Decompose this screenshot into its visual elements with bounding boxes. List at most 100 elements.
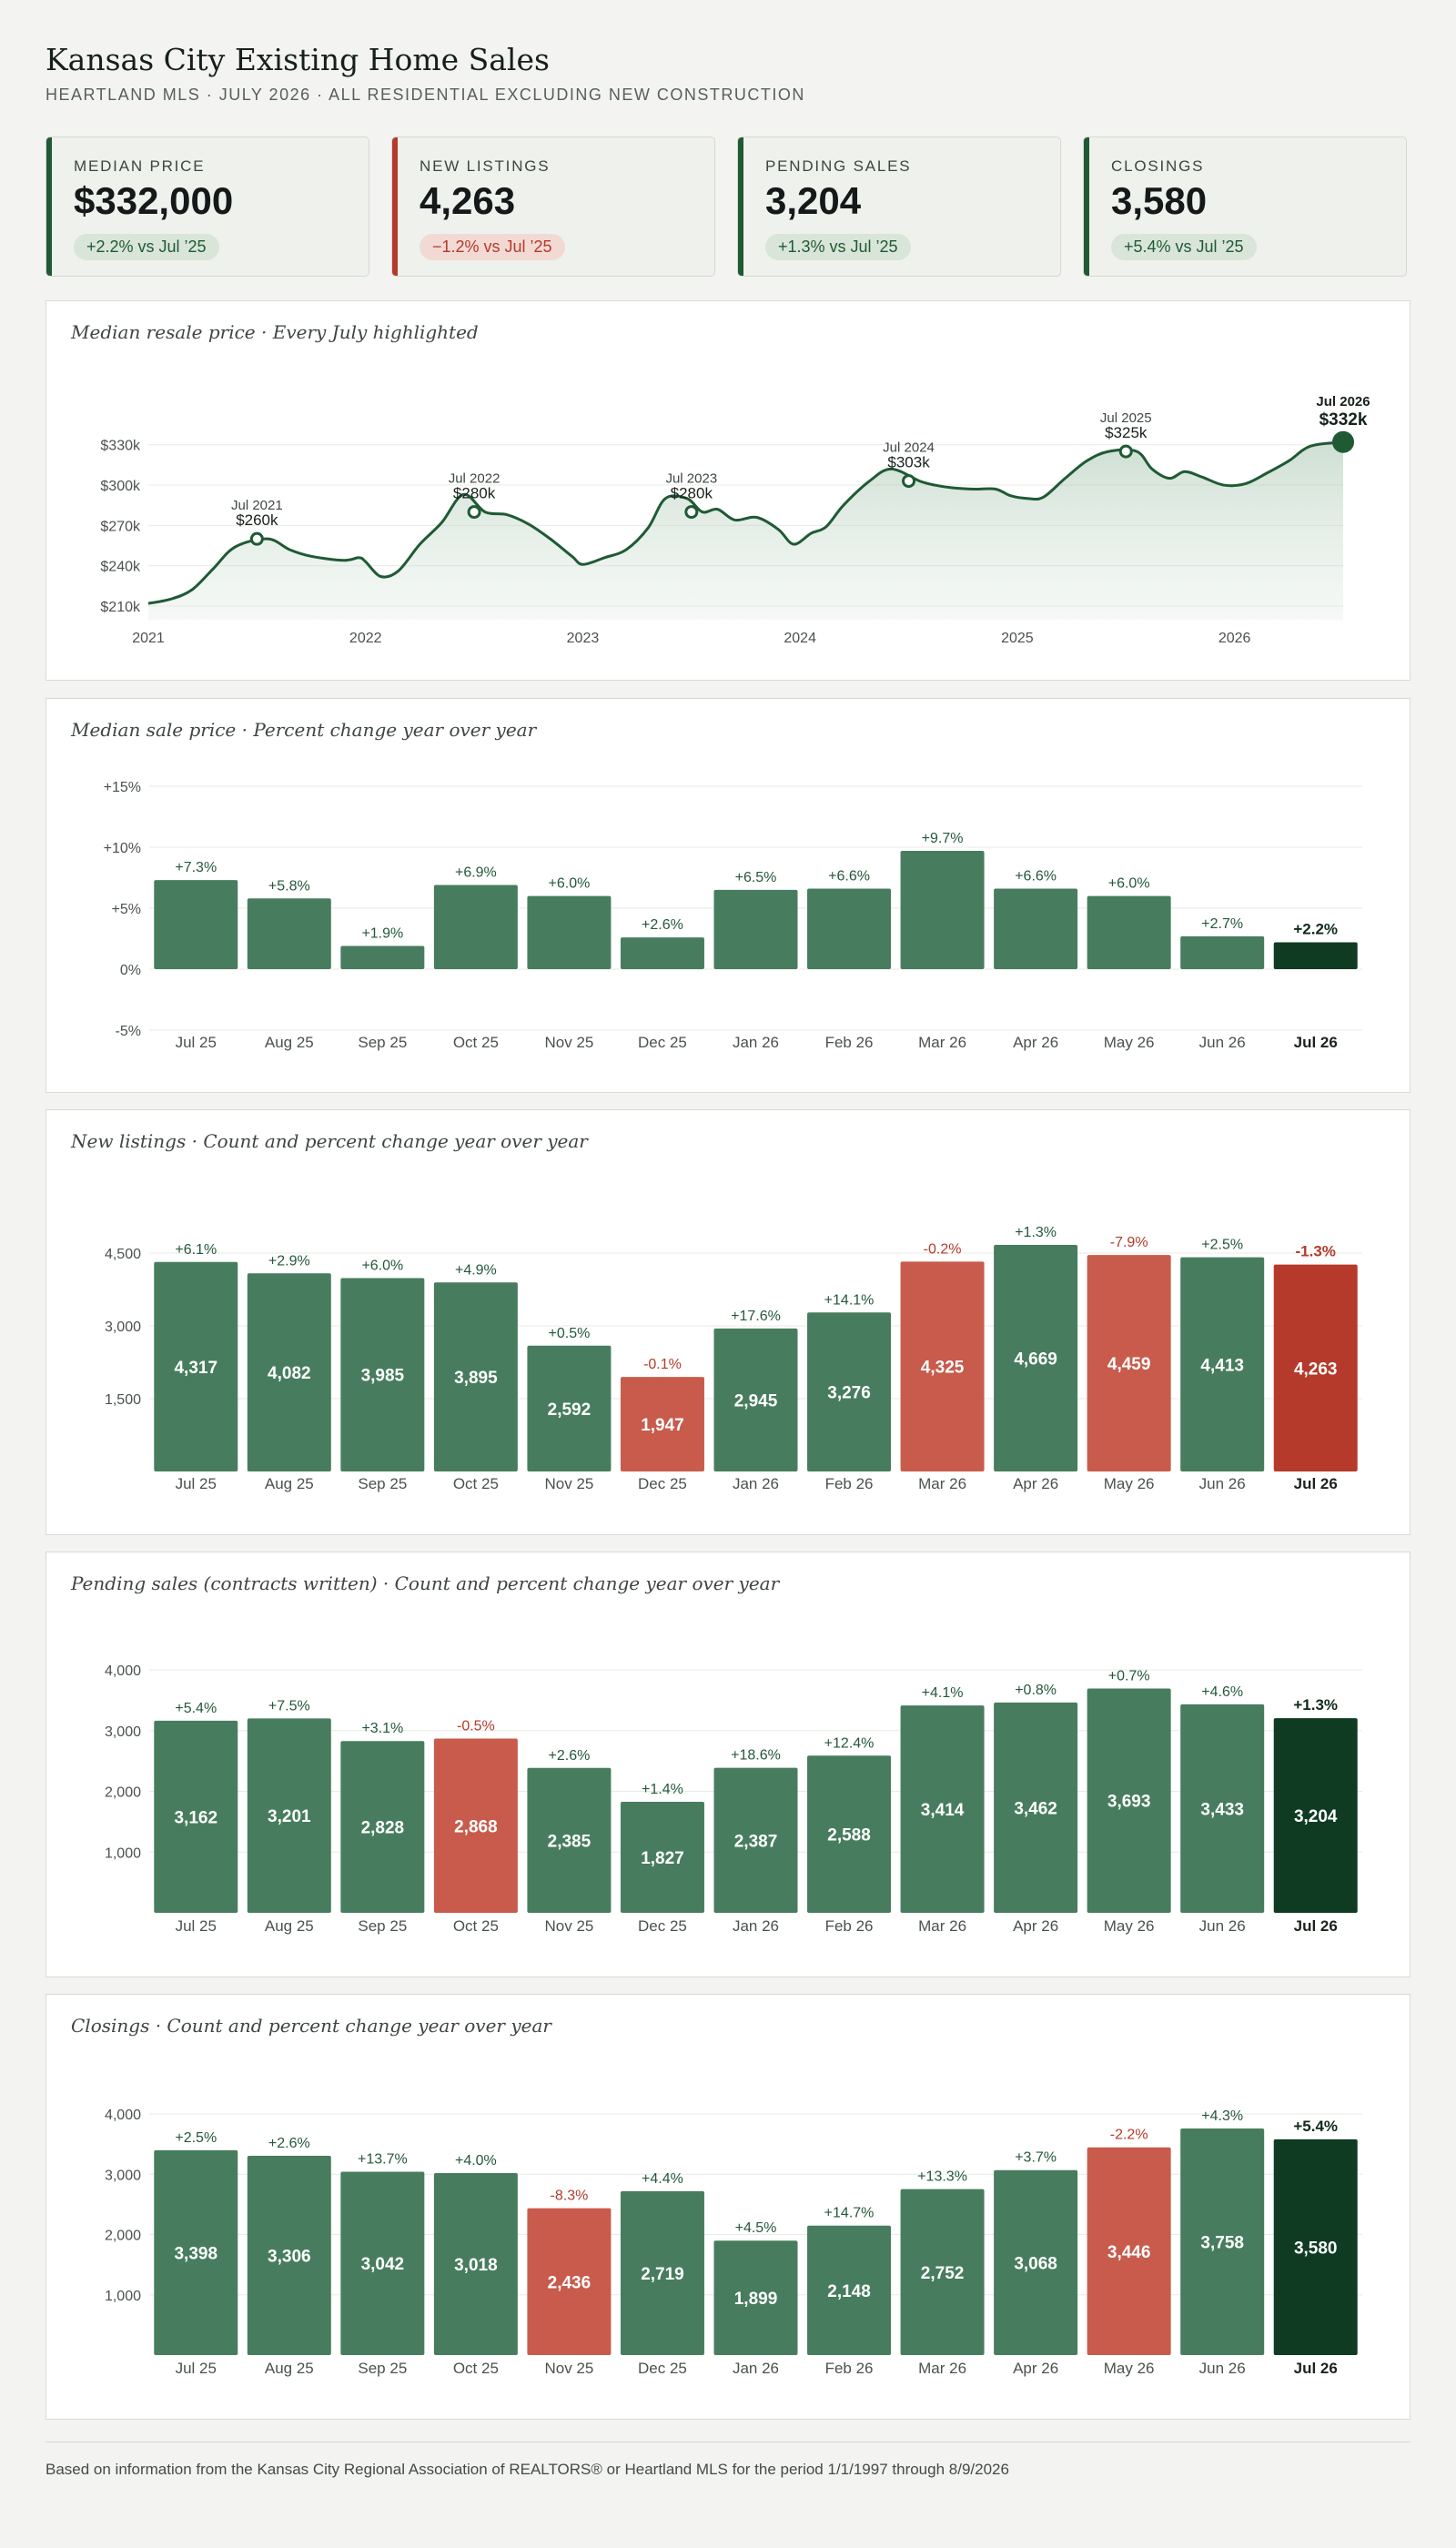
bar-value-label: 3,398 [174, 2244, 217, 2263]
category-label: Nov 25 [544, 1917, 593, 1935]
yoy-label: +4.0% [455, 2153, 497, 2169]
category-label: Mar 26 [918, 1475, 966, 1492]
chart-title: Median resale price · Every July highlig… [71, 321, 479, 343]
bar-value-label: 1,947 [641, 1416, 684, 1435]
bar-value-label: 2,828 [361, 1819, 405, 1838]
x-tick-label: 2021 [132, 631, 165, 646]
bar-value-label: 2,588 [827, 1826, 871, 1845]
yoy-label: +14.7% [824, 2206, 875, 2221]
page-subtitle: HEARTLAND MLS · JULY 2026 · ALL RESIDENT… [46, 86, 805, 104]
bar-value-label: 3,042 [361, 2255, 405, 2274]
category-label: Dec 25 [638, 1475, 687, 1492]
annotation-period: Jul 2024 [883, 440, 935, 456]
annotation-value: $332k [1320, 410, 1368, 430]
annotation-value: $280k [671, 485, 713, 502]
kpi-accent-bar [392, 137, 398, 276]
annotation-value: $260k [236, 511, 278, 529]
y-tick-label: +5% [112, 902, 141, 917]
category-label: Mar 26 [918, 1917, 966, 1935]
yoy-label: -1.3% [1296, 1243, 1336, 1260]
category-label: Jul 25 [176, 1475, 217, 1492]
yoy-label: -8.3% [551, 2189, 589, 2204]
yoy-label: +6.5% [735, 870, 777, 885]
y-tick-label: 3,000 [105, 2168, 141, 2183]
yoy-label: +1.3% [1293, 1696, 1338, 1714]
bar [620, 937, 704, 969]
kpi-new-listings: NEW LISTINGS 4,263 −1.2% vs Jul ’25 [391, 136, 715, 277]
yoy-label: +3.1% [361, 1721, 403, 1736]
category-label: Feb 26 [825, 1475, 874, 1492]
yoy-label: +5.8% [268, 878, 310, 894]
yoy-label: +14.1% [824, 1292, 875, 1308]
bar-value-label: 4,325 [921, 1359, 965, 1378]
yoy-label: +4.3% [1201, 2108, 1243, 2124]
category-label: Jan 26 [733, 1475, 779, 1492]
yoy-label: +6.0% [549, 876, 591, 892]
bar [340, 945, 425, 969]
bar [807, 1755, 892, 1913]
price-line [147, 440, 1344, 605]
y-tick-label: $330k [100, 439, 141, 454]
category-label: Oct 25 [453, 2360, 499, 2377]
category-label: Sep 25 [358, 1475, 407, 1492]
yoy-label: +7.3% [175, 860, 217, 875]
yoy-label: +2.6% [549, 1748, 591, 1764]
kpi-accent-bar [46, 137, 52, 276]
annotation-period: Jul 2021 [231, 498, 283, 513]
bar [1087, 2147, 1171, 2355]
kpi-value: 3,204 [765, 179, 862, 222]
bar [713, 1767, 798, 1913]
category-label: Feb 26 [825, 1917, 874, 1935]
category-label: Jan 26 [733, 2360, 779, 2377]
bar [620, 2190, 704, 2355]
bar-value-label: 3,446 [1107, 2243, 1151, 2262]
category-label: Apr 26 [1013, 2360, 1058, 2377]
new-listings-panel: New listings · Count and percent change … [46, 1109, 1410, 1535]
bar-value-label: 3,758 [1200, 2234, 1244, 2253]
yoy-label: +0.8% [1015, 1683, 1057, 1698]
y-tick-label: 2,000 [105, 1785, 141, 1801]
category-label: Nov 25 [544, 2360, 593, 2377]
category-label: Jul 26 [1294, 1917, 1338, 1935]
category-label: Apr 26 [1013, 1917, 1058, 1935]
yoy-label: +4.9% [455, 1262, 497, 1278]
category-label: Aug 25 [265, 1475, 314, 1492]
bar-value-label: 3,201 [268, 1807, 311, 1826]
y-tick-label: $270k [100, 519, 141, 534]
bar [994, 1244, 1078, 1471]
bar-value-label: 1,827 [641, 1849, 684, 1868]
july-marker [467, 505, 481, 520]
price-area-fill [148, 441, 1343, 620]
category-label: Mar 26 [918, 1034, 966, 1051]
closings-chart: 4,000 3,000 2,000 1,000 Jul 25 3,398 +2.5% Aug … [105, 2108, 1362, 2377]
category-label: Jun 26 [1199, 1034, 1246, 1051]
bar [433, 885, 518, 969]
bar [994, 888, 1078, 969]
kpi-accent-bar [1084, 137, 1089, 276]
y-tick-label: $210k [100, 600, 141, 615]
category-label: Apr 26 [1013, 1034, 1058, 1051]
y-tick-label: 4,000 [105, 2108, 141, 2123]
chart-title: New listings · Count and percent change … [71, 1130, 588, 1152]
category-label: Apr 26 [1013, 1475, 1058, 1492]
bar [1273, 942, 1358, 969]
bar-value-label: 3,018 [454, 2256, 498, 2275]
category-label: Aug 25 [265, 1917, 314, 1935]
category-label: May 26 [1104, 2360, 1155, 2377]
bar-value-label: 3,068 [1014, 2254, 1057, 2273]
bar [1180, 1704, 1265, 1913]
bar [994, 2169, 1078, 2355]
bar-value-label: 3,462 [1014, 1799, 1057, 1818]
bar [994, 1702, 1078, 1913]
category-label: Mar 26 [918, 2360, 966, 2377]
yoy-label: +13.3% [917, 2169, 967, 2185]
yoy-label: +4.1% [922, 1685, 964, 1701]
yoy-label: +3.7% [1015, 2150, 1057, 2166]
bar [154, 2149, 238, 2355]
bar-value-label: 2,592 [548, 1400, 592, 1420]
yoy-label: -2.2% [1110, 2128, 1148, 2143]
category-label: May 26 [1104, 1034, 1155, 1051]
kpi-value: 4,263 [420, 179, 516, 222]
bar-value-label: 3,433 [1200, 1800, 1244, 1819]
bar-value-label: 4,082 [268, 1364, 311, 1383]
